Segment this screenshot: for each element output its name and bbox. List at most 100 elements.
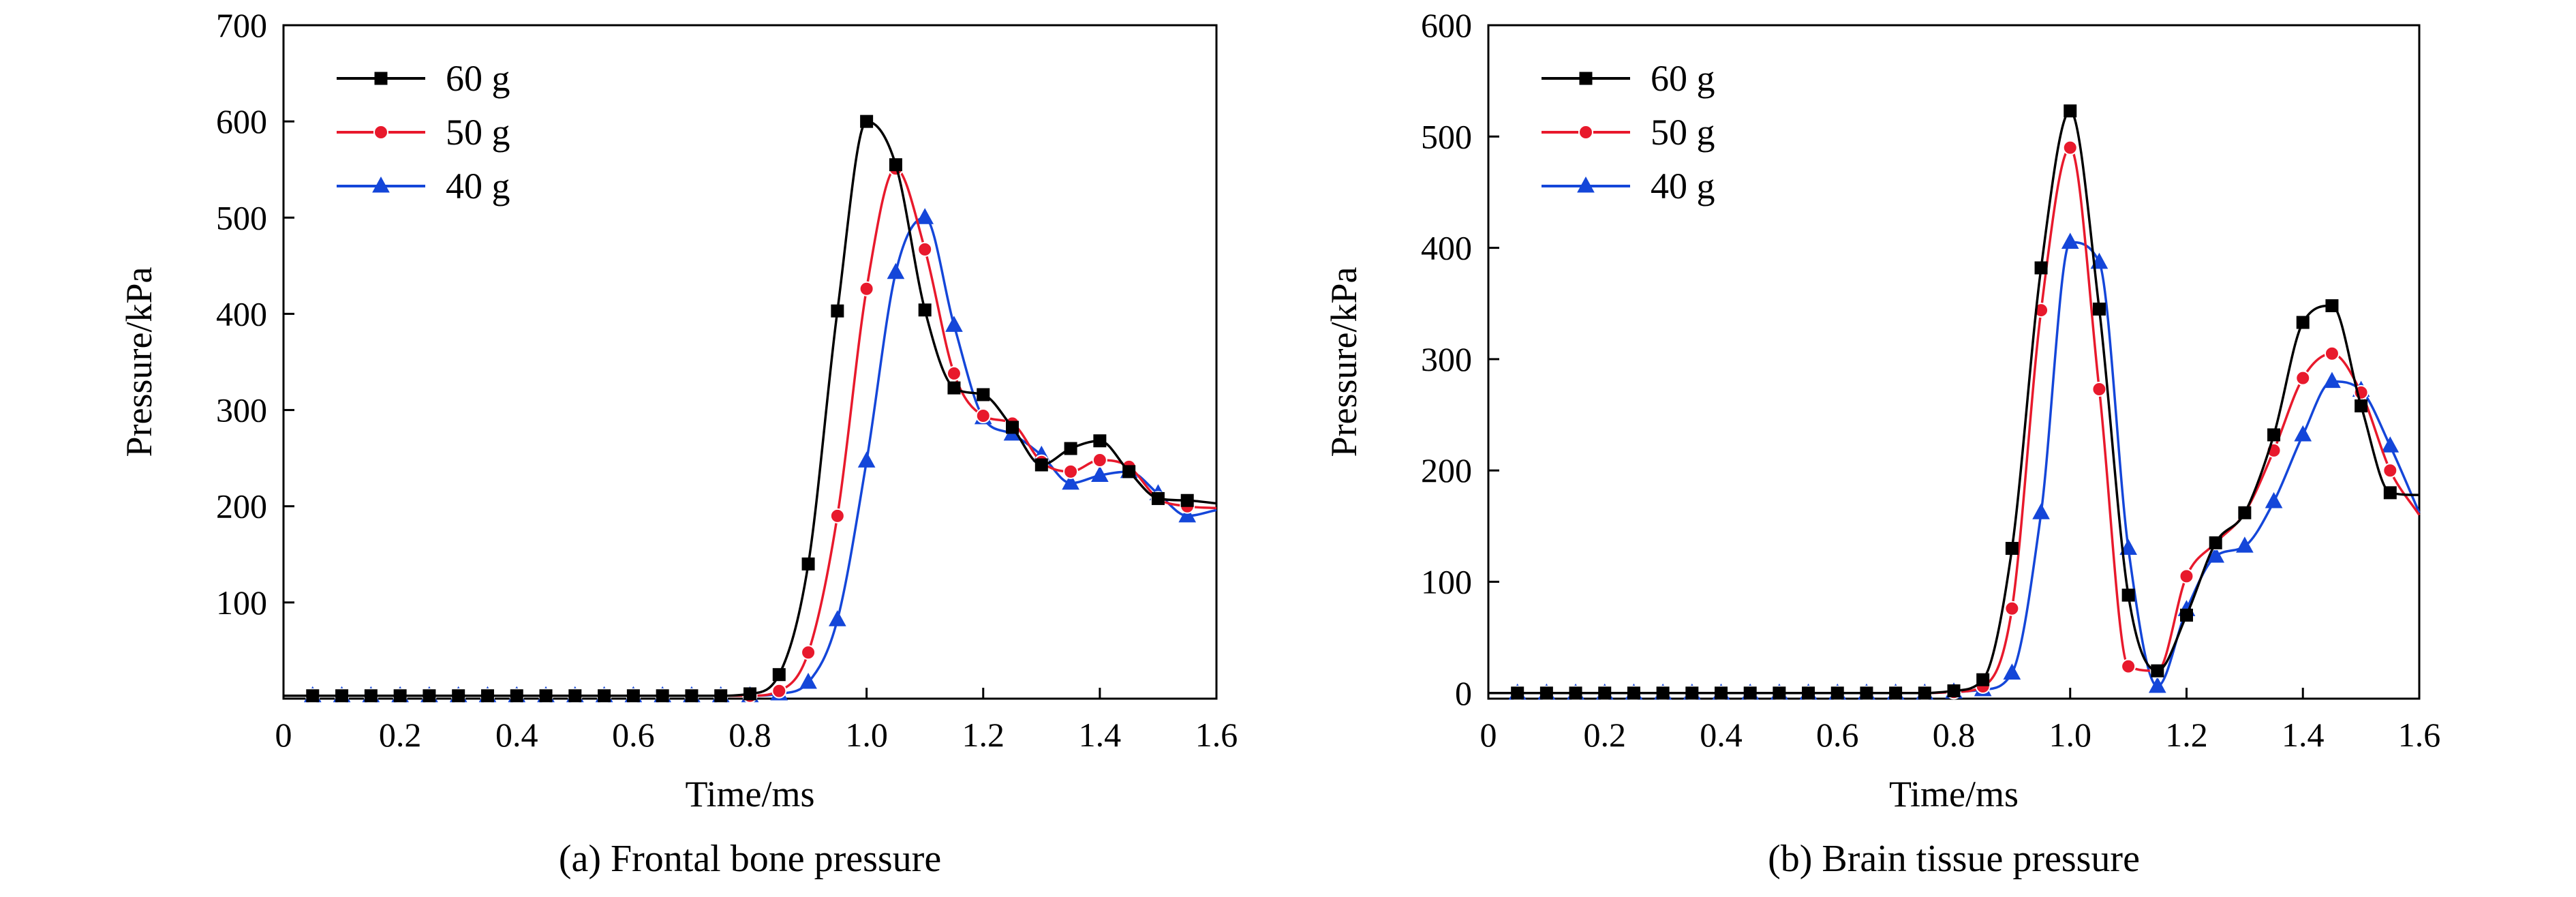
y-tick-label: 600 [1421, 6, 1472, 44]
series-line [1488, 241, 2421, 695]
x-tick-label: 1.0 [2049, 716, 2092, 754]
series-line [1488, 146, 2421, 695]
data-point [1860, 686, 1873, 700]
data-point [1715, 686, 1728, 700]
series-40g [1488, 232, 2421, 700]
data-point [918, 303, 932, 317]
series-line [283, 216, 1217, 697]
data-point [423, 689, 436, 703]
x-tick-label: 0.4 [495, 716, 538, 754]
data-point [568, 689, 582, 703]
series-40g [283, 208, 1217, 703]
legend-label: 60 g [1651, 58, 1715, 99]
y-axis-label: Pressure/kPa [119, 267, 159, 457]
data-point [1976, 673, 1990, 686]
data-point [916, 208, 934, 224]
data-point [2148, 676, 2166, 693]
data-point [2064, 104, 2077, 118]
series-50g [283, 161, 1217, 703]
data-point [2004, 600, 2020, 616]
data-point [2119, 538, 2137, 556]
x-tick-label: 0 [1480, 716, 1497, 754]
y-tick-label: 100 [216, 583, 267, 622]
x-tick-label: 0.8 [1933, 716, 1976, 754]
series-60g [1488, 104, 2420, 700]
data-point [2295, 370, 2311, 386]
panel-caption: (b) Brain tissue pressure [1768, 838, 2140, 880]
data-point [539, 689, 553, 703]
data-point [2092, 302, 2106, 316]
data-point [2180, 609, 2193, 622]
x-tick-label: 0.8 [729, 716, 771, 754]
data-point [1091, 466, 1109, 483]
x-tick-label: 1.4 [1079, 716, 1122, 754]
data-point [2383, 486, 2397, 500]
data-point [2267, 428, 2281, 442]
data-point [2236, 536, 2254, 553]
data-point [887, 262, 905, 279]
data-point [1122, 465, 1136, 478]
x-tick-label: 0.6 [612, 716, 655, 754]
legend: 60 g 50 g 40 g [1542, 58, 1715, 207]
data-point [393, 689, 407, 703]
legend: 60 g 50 g 40 g [337, 58, 510, 207]
plot-frame [1487, 24, 2421, 700]
y-tick-label: 100 [1421, 563, 1472, 601]
y-tick-label: 300 [1421, 340, 1472, 378]
data-point [1151, 491, 1165, 505]
panel-frontal-bone: 0 0.2 0.4 0.6 0.8 1.0 1.2 1.4 1.6 100 200 300 400 500… [119, 6, 1238, 880]
data-point [799, 672, 817, 689]
x-tick-label: 1.0 [845, 716, 888, 754]
data-point [831, 304, 844, 318]
data-point [714, 689, 728, 703]
data-point [2324, 346, 2340, 361]
x-tick-label: 1.2 [2165, 716, 2208, 754]
data-point [2034, 261, 2048, 275]
data-point [2265, 491, 2283, 508]
y-axis-label: Pressure/kPa [1323, 267, 1364, 457]
data-point [335, 689, 349, 703]
legend-marker [1579, 72, 1593, 85]
legend-label: 50 g [1651, 112, 1715, 153]
data-point [2207, 546, 2225, 563]
data-point [2238, 506, 2252, 519]
data-point [2294, 425, 2312, 442]
data-point [2323, 371, 2341, 389]
data-point [2296, 316, 2310, 329]
data-point [2382, 463, 2398, 478]
data-point [2091, 382, 2107, 397]
data-point [860, 115, 874, 128]
data-point [452, 689, 465, 703]
data-point [1918, 686, 1931, 700]
data-point [829, 508, 845, 523]
data-point [2209, 536, 2222, 549]
data-point [975, 408, 991, 424]
data-point [1627, 686, 1640, 700]
data-point [656, 689, 669, 703]
series-60g [283, 115, 1217, 703]
y-tick-label: 500 [216, 198, 267, 237]
data-point [364, 689, 378, 703]
data-point [2381, 436, 2399, 453]
legend-marker [1577, 176, 1595, 193]
legend-label: 50 g [446, 112, 510, 153]
y-tick-label: 200 [1421, 451, 1472, 489]
series-50g [1488, 140, 2421, 701]
data-point [598, 689, 611, 703]
y-tick-label: 200 [216, 487, 267, 526]
data-point [946, 365, 962, 381]
data-point [1034, 458, 1048, 472]
data-point [1539, 686, 1553, 700]
x-tick-label: 1.6 [2398, 716, 2441, 754]
data-point [1947, 684, 1961, 698]
data-point [947, 381, 961, 395]
data-point [1093, 434, 1107, 448]
x-tick-label: 1.2 [962, 716, 1005, 754]
data-point [1773, 686, 1786, 700]
data-point [1598, 686, 1612, 700]
panel-caption: (a) Frontal bone pressure [559, 838, 941, 880]
x-tick-label: 0.2 [379, 716, 422, 754]
legend-marker [1578, 125, 1593, 140]
data-point [917, 241, 933, 257]
